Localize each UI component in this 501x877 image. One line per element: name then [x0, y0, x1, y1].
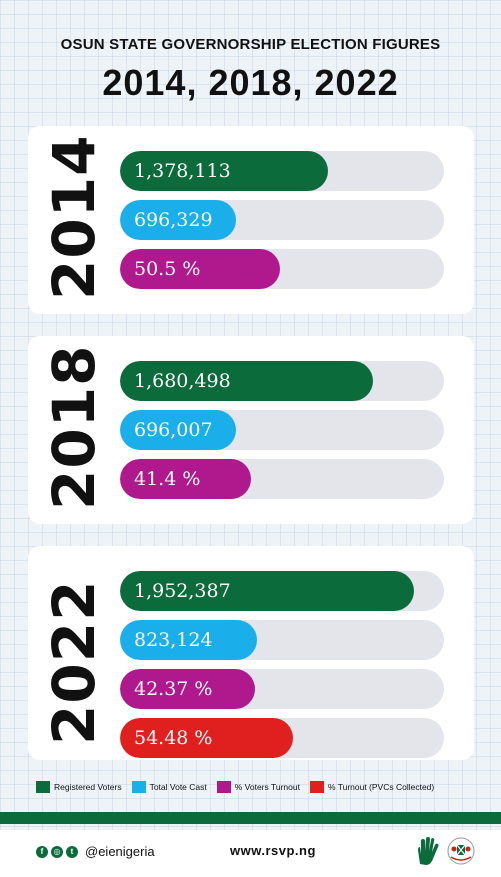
bar-track-turnout: 50.5 % [120, 249, 444, 289]
instagram-icon[interactable]: ◎ [51, 845, 63, 858]
bar-cast-2014: 696,329 [120, 200, 236, 240]
bar-value-label: 54.48 % [134, 727, 213, 749]
year-panel-2014: 2014 1,378,113 696,329 50.5 % [28, 126, 474, 314]
bottom-stripe [0, 812, 501, 824]
coat-of-arms-icon [447, 837, 475, 865]
bar-registered-2018: 1,680,498 [120, 361, 373, 401]
year-panel-2018: 2018 1,680,498 696,007 41.4 % [28, 336, 474, 524]
bar-value-label: 1,378,113 [134, 160, 231, 182]
bar-turnout-2018: 41.4 % [120, 459, 251, 499]
bar-value-label: 1,680,498 [134, 370, 231, 392]
legend-swatch [216, 781, 231, 793]
bar-registered-2022: 1,952,387 [120, 571, 414, 611]
facebook-icon[interactable]: f [36, 845, 48, 858]
bar-track-registered: 1,378,113 [120, 151, 444, 191]
legend-item-cast: Total Vote Cast [131, 781, 207, 793]
legend-swatch [309, 781, 324, 793]
twitter-icon[interactable]: t [66, 845, 78, 858]
bar-value-label: 696,007 [134, 419, 213, 441]
legend-item-registered: Registered Voters [36, 781, 122, 793]
legend-item-turnout: % Voters Turnout [216, 781, 300, 793]
bar-pvc_turnout-2022: 54.48 % [120, 718, 293, 758]
website-link[interactable]: www.rsvp.ng [230, 843, 316, 858]
footer: f ◎ t @eienigeria www.rsvp.ng [0, 830, 501, 877]
bar-track-cast: 696,329 [120, 200, 444, 240]
legend-swatch [131, 781, 146, 793]
bar-value-label: 50.5 % [134, 258, 201, 280]
hand-logo-icon [418, 837, 439, 865]
legend: Registered Voters Total Vote Cast % Voters… [36, 779, 476, 795]
bar-track-cast: 823,124 [120, 620, 444, 660]
bar-track-turnout: 42.37 % [120, 669, 444, 709]
bar-cast-2022: 823,124 [120, 620, 257, 660]
bar-value-label: 1,952,387 [134, 580, 231, 602]
bar-value-label: 42.37 % [134, 678, 213, 700]
bar-cast-2018: 696,007 [120, 410, 236, 450]
year-label: 2014 [40, 134, 108, 300]
bar-track-turnout: 41.4 % [120, 459, 444, 499]
bar-turnout-2014: 50.5 % [120, 249, 280, 289]
legend-label: Total Vote Cast [149, 782, 207, 792]
bar-value-label: 696,329 [134, 209, 213, 231]
legend-label: % Voters Turnout [234, 782, 300, 792]
legend-label: Registered Voters [54, 782, 122, 792]
year-panel-2022: 2022 1,952,387 823,124 42.37 % 54.48 % [28, 546, 474, 760]
bar-registered-2014: 1,378,113 [120, 151, 328, 191]
legend-item-pvc_turnout: % Turnout (PVCs Collected) [309, 781, 435, 793]
legend-label: % Turnout (PVCs Collected) [327, 782, 435, 792]
legend-swatch [36, 781, 50, 793]
social-handle[interactable]: @eienigeria [85, 844, 155, 859]
bar-value-label: 41.4 % [134, 468, 201, 490]
bar-track-registered: 1,680,498 [120, 361, 444, 401]
chart-subtitle: OSUN STATE GOVERNORSHIP ELECTION FIGURES [60, 36, 441, 53]
year-label: 2022 [40, 579, 108, 745]
year-label: 2018 [40, 344, 108, 510]
bar-turnout-2022: 42.37 % [120, 669, 255, 709]
social-links: f ◎ t @eienigeria [36, 844, 155, 859]
bar-track-pvc_turnout: 54.48 % [120, 718, 444, 758]
bar-track-cast: 696,007 [120, 410, 444, 450]
bar-value-label: 823,124 [134, 629, 213, 651]
bar-track-registered: 1,952,387 [120, 571, 444, 611]
chart-title: 2014, 2018, 2022 [102, 62, 399, 103]
